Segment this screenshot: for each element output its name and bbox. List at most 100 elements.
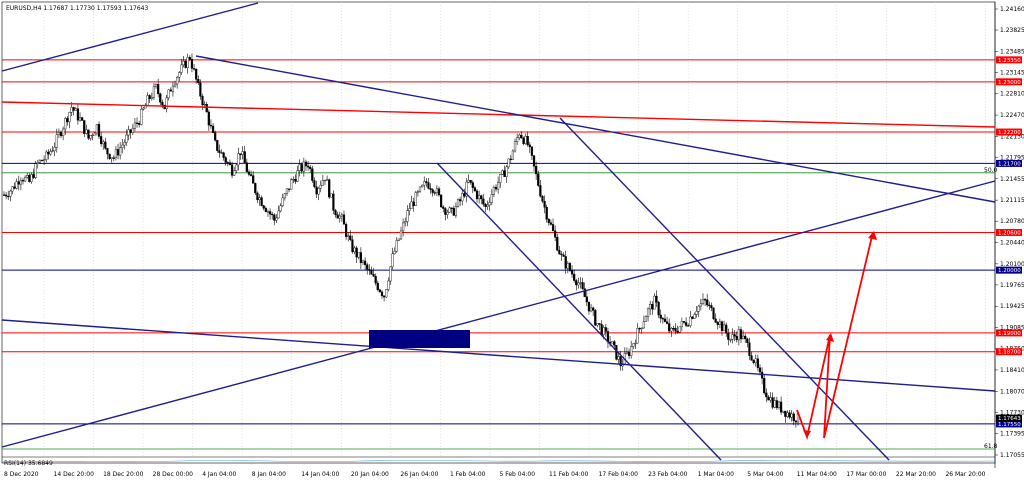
candle-body	[661, 318, 664, 320]
candle-body	[461, 193, 464, 202]
candle-body	[456, 199, 460, 207]
y-tick-label: 1.19085	[1000, 325, 1024, 332]
candle-body	[281, 197, 284, 207]
x-tick-label: 11 Mar 04:00	[797, 471, 837, 478]
candle-body	[695, 311, 698, 315]
candle-body	[271, 213, 274, 216]
candle-body	[163, 104, 166, 110]
candle-body	[279, 205, 282, 212]
candle-body	[475, 190, 479, 200]
candle-body	[594, 310, 597, 326]
candle-body	[142, 107, 145, 110]
candle-body	[304, 161, 308, 167]
candle-body	[507, 158, 510, 168]
trendline-lower-descending[interactable]	[1, 319, 996, 392]
candle-body	[296, 170, 299, 182]
candle-body	[564, 256, 567, 269]
candle-body	[684, 322, 688, 326]
candle-body	[782, 410, 785, 413]
candle-body	[452, 208, 455, 216]
candle-body	[665, 321, 669, 324]
candle-body	[344, 224, 348, 237]
trendline-upper-resistance[interactable]	[195, 55, 996, 203]
channel-line-right[interactable]	[559, 117, 890, 461]
symbol-info: EURUSD,H4 1.17687 1.17730 1.17593 1.1764…	[6, 5, 148, 12]
candle-body	[511, 150, 515, 160]
forecast-arrow-path	[796, 231, 874, 441]
candle-body	[159, 93, 162, 103]
candle-body	[376, 282, 379, 290]
candle-body	[306, 165, 310, 168]
candle-body	[558, 250, 561, 255]
candle-body	[465, 181, 468, 197]
candle-body	[488, 202, 491, 206]
candle-body	[347, 235, 350, 237]
candle-body	[287, 188, 291, 190]
candle-body	[602, 327, 605, 336]
candle-body	[87, 129, 90, 139]
candle-body	[370, 270, 373, 275]
candle-body	[587, 301, 591, 312]
trendline-red-descending[interactable]	[1, 101, 996, 128]
level-price-label: 1.19000	[998, 331, 1021, 337]
level-price-badge	[996, 78, 1022, 86]
candle-body	[490, 194, 493, 203]
candle-body	[653, 295, 656, 310]
level-price-label: 1.20600	[998, 230, 1021, 236]
trendline-rising-support[interactable]	[1, 180, 996, 448]
candle-body	[425, 181, 428, 183]
candle-body	[640, 327, 643, 329]
candle-body	[285, 188, 289, 194]
candle-body	[480, 195, 483, 200]
candle-body	[473, 187, 477, 192]
candle-body	[357, 252, 360, 258]
candle-body	[325, 179, 329, 181]
candle-body	[203, 103, 206, 106]
candle-body	[404, 221, 407, 224]
candle-body	[372, 274, 375, 277]
supply-zone-box[interactable]	[369, 330, 470, 348]
candle-body	[218, 150, 221, 153]
candle-body	[186, 57, 189, 68]
candle-body	[368, 269, 371, 271]
candle-body	[670, 328, 673, 332]
candle-body	[5, 194, 8, 197]
candle-body	[562, 254, 565, 257]
candle-body	[146, 95, 149, 106]
candle-body	[486, 204, 489, 207]
candle-body	[366, 264, 369, 270]
candle-body	[68, 112, 71, 123]
candle-body	[78, 117, 82, 121]
candle-body	[625, 351, 629, 354]
trendline-top-left[interactable]	[1, 2, 259, 72]
candle-body	[383, 295, 386, 298]
candle-body	[752, 359, 755, 363]
x-tick-label: 14 Dec 20:00	[54, 471, 95, 478]
fib-level-label: 50.0	[984, 167, 998, 174]
candle-body	[349, 235, 352, 240]
candle-body	[410, 201, 413, 209]
candle-body	[399, 230, 403, 240]
candle-body	[21, 180, 25, 182]
candle-body	[95, 124, 99, 134]
candle-body	[319, 184, 322, 189]
candle-body	[24, 176, 27, 182]
candle-body	[429, 188, 432, 190]
channel-line-left[interactable]	[436, 162, 722, 461]
candle-body	[638, 328, 641, 330]
candle-body	[28, 174, 31, 182]
candle-body	[114, 149, 118, 159]
candle-body	[140, 109, 143, 125]
candle-body	[668, 323, 671, 332]
candle-body	[414, 192, 417, 206]
candle-body	[131, 128, 134, 133]
candle-body	[632, 343, 635, 347]
candle-body	[416, 191, 419, 193]
candle-body	[450, 207, 453, 209]
candle-body	[520, 134, 523, 139]
candle-body	[89, 135, 92, 139]
candle-body	[636, 328, 639, 344]
level-price-label: 1.22200	[998, 130, 1021, 136]
candle-body	[62, 128, 65, 137]
candle-body	[499, 174, 502, 183]
